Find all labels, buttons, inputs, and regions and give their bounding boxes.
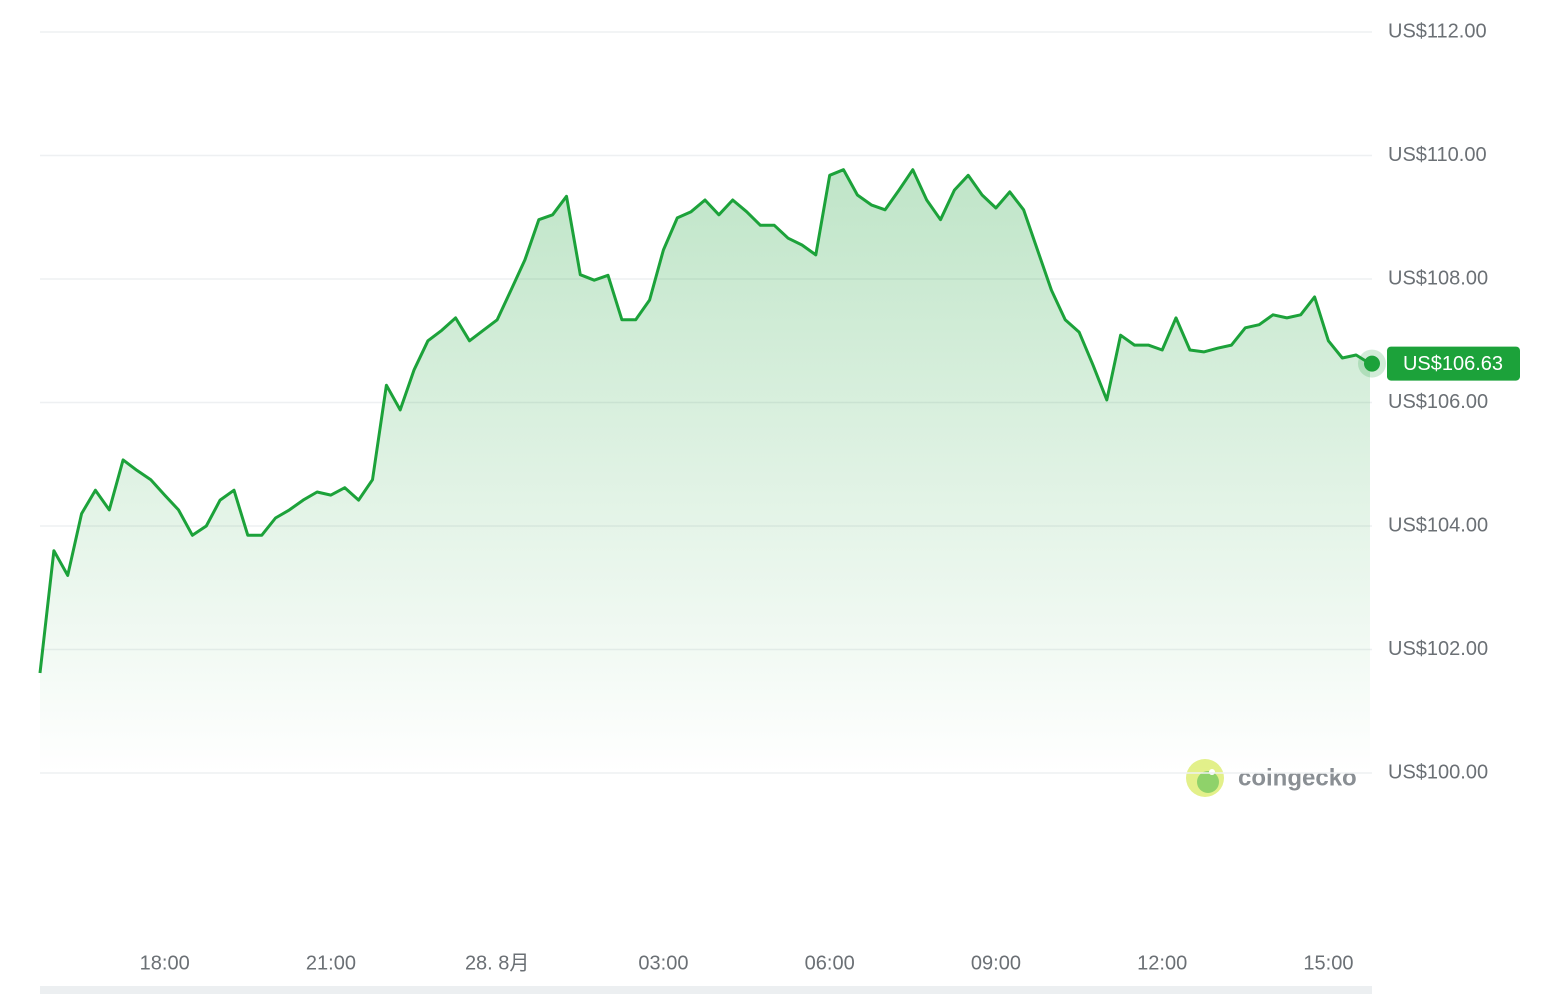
y-tick-label: US$108.00 (1388, 267, 1488, 289)
x-tick-label: 21:00 (306, 952, 356, 974)
area (40, 169, 1370, 773)
x-tick-label: 28. 8月 (465, 952, 529, 974)
x-tick-label: 09:00 (971, 952, 1021, 974)
y-tick-label: US$112.00 (1388, 20, 1487, 42)
price-badge-label: US$106.63 (1403, 353, 1503, 375)
x-tick-label: 03:00 (638, 952, 688, 974)
y-tick-label: US$104.00 (1388, 514, 1488, 536)
price-line (38, 168, 1371, 674)
y-tick-label: US$102.00 (1388, 638, 1488, 660)
x-tick-label: 12:00 (1137, 952, 1187, 974)
y-tick-label: US$106.00 (1388, 391, 1488, 413)
y-tick-label: US$110.00 (1388, 144, 1487, 166)
x-tick-label: 06:00 (805, 952, 855, 974)
x-tick-label: 15:00 (1303, 952, 1353, 974)
x-tick-label: 18:00 (140, 952, 190, 974)
price-badge (1387, 346, 1520, 381)
y-tick-label: US$100.00 (1388, 761, 1488, 783)
current-dot (1364, 355, 1380, 372)
